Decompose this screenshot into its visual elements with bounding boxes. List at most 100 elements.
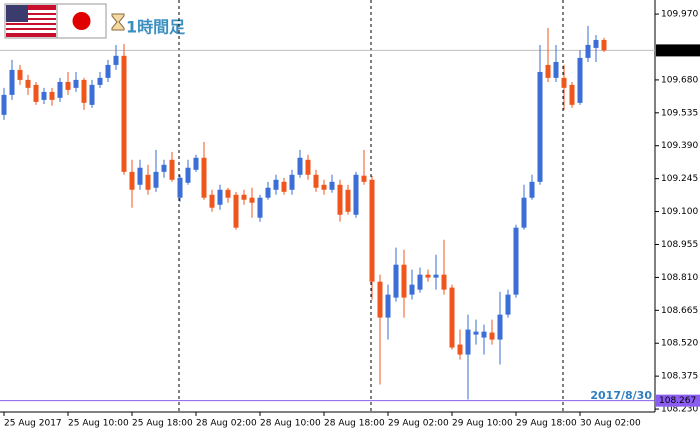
candle-body: [505, 294, 511, 315]
candle-body: [225, 189, 231, 198]
candle-body: [457, 344, 463, 355]
candle-body: [113, 55, 119, 65]
x-tick-label: 29 Aug 10:00: [452, 419, 513, 429]
candle-body: [393, 264, 399, 298]
candle-body: [353, 174, 359, 215]
candle-body: [105, 64, 111, 78]
y-tick-label: 108.520: [661, 339, 698, 349]
candle-body: [257, 197, 263, 218]
usa-flag: [4, 3, 58, 39]
candle-body: [57, 81, 63, 98]
y-tick-label: 109.245: [661, 174, 698, 184]
candle-body: [145, 174, 151, 190]
candle-body: [273, 179, 279, 190]
x-tick-label: 28 Aug 18:00: [324, 419, 385, 429]
candle-body: [161, 164, 167, 172]
candle-body: [561, 77, 567, 88]
candle-body: [441, 274, 447, 290]
candle-body: [185, 167, 191, 183]
candle-body: [121, 55, 127, 172]
x-tick-label: 25 Aug 18:00: [132, 419, 193, 429]
candle-body: [465, 329, 471, 355]
candle-body: [49, 91, 55, 100]
candle-body: [81, 79, 87, 103]
chart-title: 1時間足: [126, 18, 186, 37]
y-tick-label: 109.680: [661, 75, 698, 85]
candle-body: [25, 79, 31, 88]
candle-body: [601, 39, 607, 51]
candle-body: [385, 294, 391, 318]
candle-body: [521, 197, 527, 228]
y-tick-label: 108.375: [661, 372, 698, 382]
candle-body: [329, 181, 335, 190]
candle-body: [9, 69, 15, 95]
candle-body: [433, 274, 439, 278]
candle-body: [473, 331, 479, 335]
y-tick-label: 109.100: [661, 207, 698, 217]
x-tick-label: 29 Aug 02:00: [388, 419, 449, 429]
candle-body: [17, 69, 23, 80]
candle-body: [1, 94, 7, 115]
candle-body: [337, 184, 343, 215]
candle-body: [321, 184, 327, 190]
candle-body: [97, 77, 103, 85]
x-tick-label: 28 Aug 02:00: [196, 419, 257, 429]
candle-body: [153, 171, 159, 188]
y-tick-label: 109.535: [661, 108, 698, 118]
candle-body: [361, 175, 367, 182]
y-tick-label: 108.810: [661, 273, 698, 283]
candle-body: [513, 227, 519, 295]
candle-body: [537, 71, 543, 182]
candle-body: [241, 194, 247, 200]
candle-body: [529, 181, 535, 198]
candle-body: [553, 61, 559, 78]
candle-body: [569, 84, 575, 105]
y-tick-label: 108.665: [661, 306, 698, 316]
candle-body: [593, 39, 599, 48]
candle-body: [209, 194, 215, 208]
candle-body: [577, 57, 583, 103]
candle-body: [417, 274, 423, 290]
candle-body: [313, 174, 319, 188]
candle-body: [169, 159, 175, 180]
x-tick-label: 29 Aug 18:00: [516, 419, 577, 429]
x-tick-label: 30 Aug 02:00: [580, 419, 641, 429]
candle-body: [249, 197, 255, 203]
candle-body: [65, 81, 71, 90]
candle-body: [73, 79, 79, 88]
candle-body: [177, 177, 183, 198]
candle-body: [585, 44, 591, 58]
candle-body: [265, 187, 271, 198]
x-tick-label: 25 Aug 10:00: [68, 419, 129, 429]
candle-body: [89, 84, 95, 105]
date-label: 2017/8/30: [590, 389, 652, 402]
candle-body: [33, 84, 39, 102]
candle-body: [201, 157, 207, 198]
candle-body: [129, 171, 135, 190]
x-tick-label: 28 Aug 10:00: [260, 419, 321, 429]
marker-label: 108.267: [659, 396, 696, 406]
candle-body: [481, 331, 487, 338]
candle-body: [449, 287, 455, 348]
hourglass-icon: [111, 13, 125, 31]
japan-flag: [56, 3, 107, 39]
candle-body: [137, 167, 143, 185]
candle-body: [489, 332, 495, 340]
candle-body: [401, 264, 407, 298]
candle-body: [193, 157, 199, 170]
y-tick-label: 108.955: [661, 240, 698, 250]
candle-body: [297, 157, 303, 175]
candle-body: [233, 194, 239, 228]
y-tick-label: 109.970: [661, 10, 698, 20]
candle-body: [377, 281, 383, 318]
candle-body: [497, 314, 503, 340]
current-price-box: [656, 44, 700, 57]
y-tick-label: 108.230: [661, 405, 698, 415]
y-tick-label: 109.390: [661, 141, 698, 151]
marker-label-box: [656, 394, 700, 407]
candle-body: [545, 64, 551, 78]
candle-body: [425, 274, 431, 278]
current-price-label: 109.810: [659, 46, 696, 56]
candle-body: [41, 91, 47, 100]
